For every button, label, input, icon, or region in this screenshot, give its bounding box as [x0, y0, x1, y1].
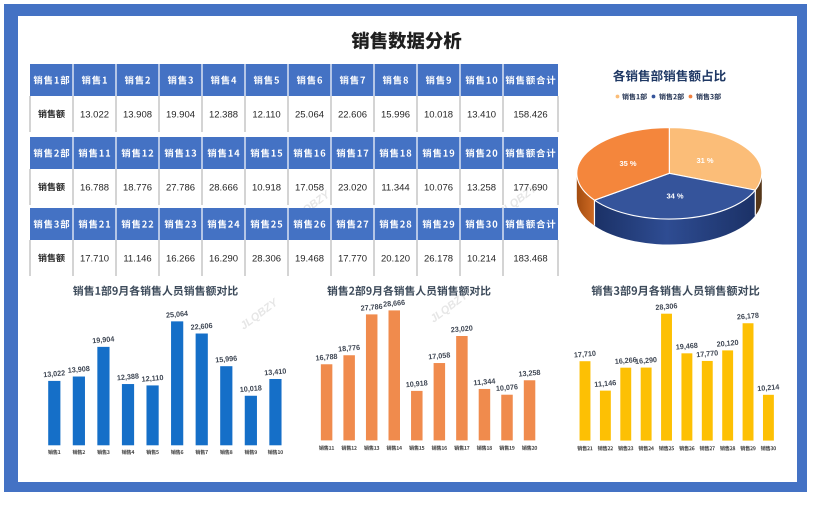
svg-text:11.344: 11.344: [381, 182, 409, 193]
svg-text:15.996: 15.996: [381, 109, 410, 120]
svg-text:15,996: 15,996: [215, 354, 238, 365]
svg-text:16,266: 16,266: [614, 355, 637, 366]
svg-text:17,710: 17,710: [574, 349, 597, 360]
svg-text:11,146: 11,146: [594, 378, 617, 389]
svg-text:16.290: 16.290: [209, 253, 238, 264]
svg-text:12.388: 12.388: [209, 109, 238, 120]
svg-text:25.064: 25.064: [295, 109, 324, 120]
svg-text:10.018: 10.018: [424, 109, 453, 120]
svg-text:13,410: 13,410: [264, 366, 287, 377]
svg-text:13,022: 13,022: [43, 368, 66, 379]
svg-text:16,290: 16,290: [635, 355, 658, 366]
svg-text:183.468: 183.468: [513, 253, 547, 264]
svg-text:19.468: 19.468: [295, 253, 324, 264]
svg-text:177.690: 177.690: [513, 182, 547, 193]
svg-text:18.776: 18.776: [123, 182, 152, 193]
svg-text:27.786: 27.786: [166, 182, 195, 193]
svg-text:28.306: 28.306: [252, 253, 281, 264]
svg-text:19,904: 19,904: [92, 334, 116, 345]
svg-text:22.606: 22.606: [338, 109, 367, 120]
svg-text:17.058: 17.058: [295, 182, 324, 193]
svg-text:16.788: 16.788: [80, 182, 109, 193]
svg-text:19,468: 19,468: [675, 341, 698, 352]
svg-text:20,120: 20,120: [716, 338, 739, 349]
svg-text:26.178: 26.178: [424, 253, 453, 264]
svg-text:11,344: 11,344: [473, 376, 497, 387]
svg-text:17,058: 17,058: [428, 350, 451, 361]
svg-text:13.022: 13.022: [80, 109, 109, 120]
svg-text:10.214: 10.214: [467, 253, 496, 264]
svg-text:13,258: 13,258: [518, 368, 541, 379]
svg-text:28,306: 28,306: [655, 301, 678, 312]
svg-text:13.908: 13.908: [123, 109, 152, 120]
svg-text:34 %: 34 %: [666, 192, 683, 201]
svg-text:31 %: 31 %: [696, 156, 713, 165]
svg-text:23,020: 23,020: [450, 323, 473, 334]
svg-text:13,908: 13,908: [67, 364, 90, 375]
svg-text:17.710: 17.710: [80, 253, 109, 264]
svg-text:10,214: 10,214: [757, 382, 781, 393]
svg-text:28.666: 28.666: [209, 182, 238, 193]
svg-text:16,788: 16,788: [315, 352, 338, 363]
svg-text:35 %: 35 %: [619, 159, 636, 168]
svg-text:12,110: 12,110: [141, 373, 164, 384]
svg-text:22,606: 22,606: [190, 321, 213, 332]
svg-text:17,770: 17,770: [696, 348, 719, 359]
svg-text:23.020: 23.020: [338, 182, 367, 193]
svg-text:13.258: 13.258: [467, 182, 496, 193]
svg-text:16.266: 16.266: [166, 253, 195, 264]
svg-text:19.904: 19.904: [166, 109, 195, 120]
svg-text:18,776: 18,776: [338, 343, 361, 354]
svg-text:27,786: 27,786: [360, 302, 383, 313]
svg-text:158.426: 158.426: [513, 109, 547, 120]
svg-text:26,178: 26,178: [737, 311, 760, 322]
svg-text:10.918: 10.918: [252, 182, 281, 193]
svg-text:11.146: 11.146: [123, 253, 151, 264]
svg-text:10.076: 10.076: [424, 182, 453, 193]
svg-text:13.410: 13.410: [467, 109, 496, 120]
svg-text:10,018: 10,018: [239, 383, 262, 394]
svg-text:25,064: 25,064: [166, 309, 190, 320]
svg-text:10,076: 10,076: [496, 382, 519, 393]
svg-text:10,918: 10,918: [405, 378, 428, 389]
svg-text:12.110: 12.110: [252, 109, 280, 120]
svg-text:20.120: 20.120: [381, 253, 410, 264]
svg-text:12,388: 12,388: [117, 371, 140, 382]
svg-text:28,666: 28,666: [383, 298, 406, 309]
svg-text:17.770: 17.770: [338, 253, 367, 264]
